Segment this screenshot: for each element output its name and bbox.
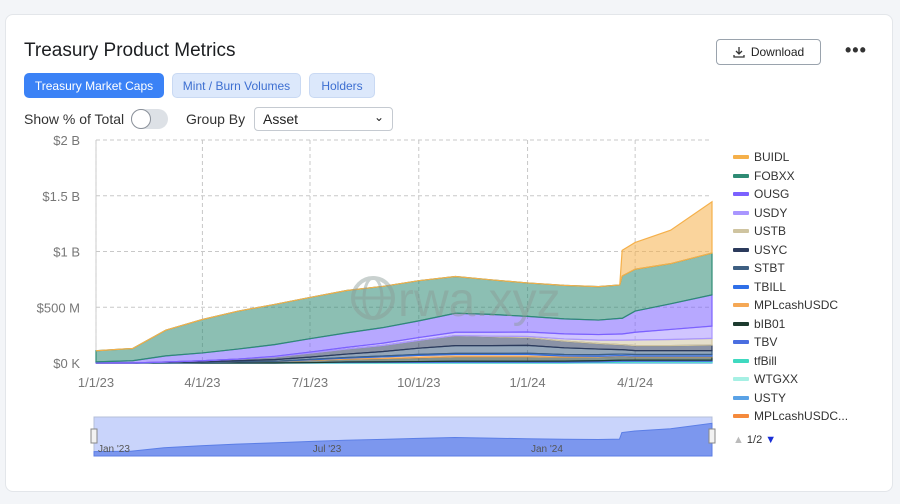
navigator-series: [93, 422, 713, 457]
tab-mint-burn-volumes[interactable]: Mint / Burn Volumes: [172, 73, 301, 98]
x-tick-label: 1/1/23: [78, 375, 114, 390]
legend-label: USYC: [754, 242, 788, 257]
legend-item[interactable]: BUIDL: [733, 148, 848, 167]
legend-item[interactable]: USYC: [733, 241, 848, 260]
x-tick-label: 10/1/23: [397, 375, 440, 390]
legend-label: MPLcashUSDC: [754, 298, 839, 313]
more-options-icon[interactable]: •••: [845, 40, 867, 60]
legend-label: USDY: [754, 205, 788, 220]
legend-item[interactable]: MPLcashUSDC: [733, 296, 848, 315]
legend-swatch: [733, 284, 749, 289]
legend-item[interactable]: USTY: [733, 389, 848, 408]
legend-swatch: [733, 173, 749, 178]
legend-label: WTGXX: [754, 372, 798, 387]
chart-legend: BUIDL FOBXX OUSG USDY USTB USYC STBT TBILL MPLca…: [733, 148, 848, 426]
legend-next-icon[interactable]: ▼: [765, 434, 777, 446]
legend-item[interactable]: TBV: [733, 333, 848, 352]
area-buidl[interactable]: [95, 200, 713, 352]
legend-label: FOBXX: [754, 168, 795, 183]
legend-label: TBV: [754, 335, 778, 350]
legend-label: TBILL: [754, 279, 787, 294]
legend-item[interactable]: WTGXX: [733, 370, 848, 389]
legend-swatch: [733, 340, 749, 345]
legend-label: MPLcashUSDC...: [754, 409, 849, 424]
tab-holders[interactable]: Holders: [309, 73, 375, 98]
legend-prev-icon[interactable]: ▲: [733, 434, 744, 446]
tab-treasury-market-caps[interactable]: Treasury Market Caps: [24, 73, 164, 98]
legend-label: STBT: [754, 261, 785, 276]
group-by-label: Group By: [186, 111, 246, 127]
legend-item[interactable]: USDY: [733, 204, 848, 223]
legend-item[interactable]: OUSG: [733, 185, 848, 204]
legend-swatch: [733, 210, 749, 215]
group-by-value: Asset: [263, 111, 299, 127]
x-tick-label: 4/1/23: [184, 375, 220, 390]
x-tick-label: 4/1/24: [617, 375, 653, 390]
navigator-handle-right[interactable]: [708, 428, 716, 444]
legend-label: bIB01: [754, 316, 786, 331]
page-title: Treasury Product Metrics: [24, 40, 236, 61]
legend-label: tfBill: [754, 353, 777, 368]
download-icon: [733, 47, 745, 58]
download-label: Download: [750, 45, 805, 59]
x-tick-label: 1/1/24: [509, 375, 545, 390]
legend-pager: ▲ 1/2 ▼: [733, 434, 776, 446]
toggle-knob: [131, 109, 151, 129]
legend-label: OUSG: [754, 187, 790, 202]
legend-item[interactable]: tfBill: [733, 352, 848, 371]
legend-swatch: [733, 377, 749, 382]
legend-item[interactable]: bIB01: [733, 315, 848, 334]
y-tick-label: $2 B: [53, 133, 80, 148]
legend-label: BUIDL: [754, 150, 790, 165]
legend-page: 1/2: [746, 434, 763, 446]
watermark-text: rwa.xyz: [398, 274, 561, 327]
x-tick-label: 7/1/23: [292, 375, 328, 390]
legend-swatch: [733, 247, 749, 252]
legend-swatch: [733, 303, 749, 308]
legend-item[interactable]: STBT: [733, 259, 848, 278]
legend-item[interactable]: FOBXX: [733, 167, 848, 186]
y-tick-label: $1.5 B: [42, 189, 80, 204]
group-by-select[interactable]: Asset ⌄: [254, 107, 393, 131]
show-pct-label: Show % of Total: [24, 111, 125, 127]
y-tick-label: $1 B: [53, 245, 80, 260]
legend-swatch: [733, 192, 749, 197]
navigator-handle-left[interactable]: [90, 428, 98, 444]
navigator-label: Jan '24: [531, 444, 563, 455]
legend-label: USTY: [754, 390, 787, 405]
legend-swatch: [733, 229, 749, 234]
legend-swatch: [733, 266, 749, 271]
y-tick-label: $0 K: [53, 356, 80, 371]
legend-item[interactable]: USTB: [733, 222, 848, 241]
navigator-label: Jan '23: [98, 444, 130, 455]
legend-swatch: [733, 155, 749, 160]
legend-swatch: [733, 414, 749, 419]
legend-swatch: [733, 395, 749, 400]
legend-item[interactable]: MPLcashUSDC...: [733, 407, 848, 426]
chevron-down-icon: ⌄: [373, 110, 384, 124]
watermark: rwa.xyz: [351, 274, 561, 327]
download-button[interactable]: Download: [716, 39, 821, 65]
legend-swatch: [733, 321, 749, 326]
navigator-label: Jul '23: [313, 444, 342, 455]
legend-swatch: [733, 358, 749, 363]
legend-item[interactable]: TBILL: [733, 278, 848, 297]
legend-label: USTB: [754, 224, 787, 239]
show-pct-toggle[interactable]: [131, 109, 168, 129]
y-tick-label: $500 M: [37, 300, 80, 315]
